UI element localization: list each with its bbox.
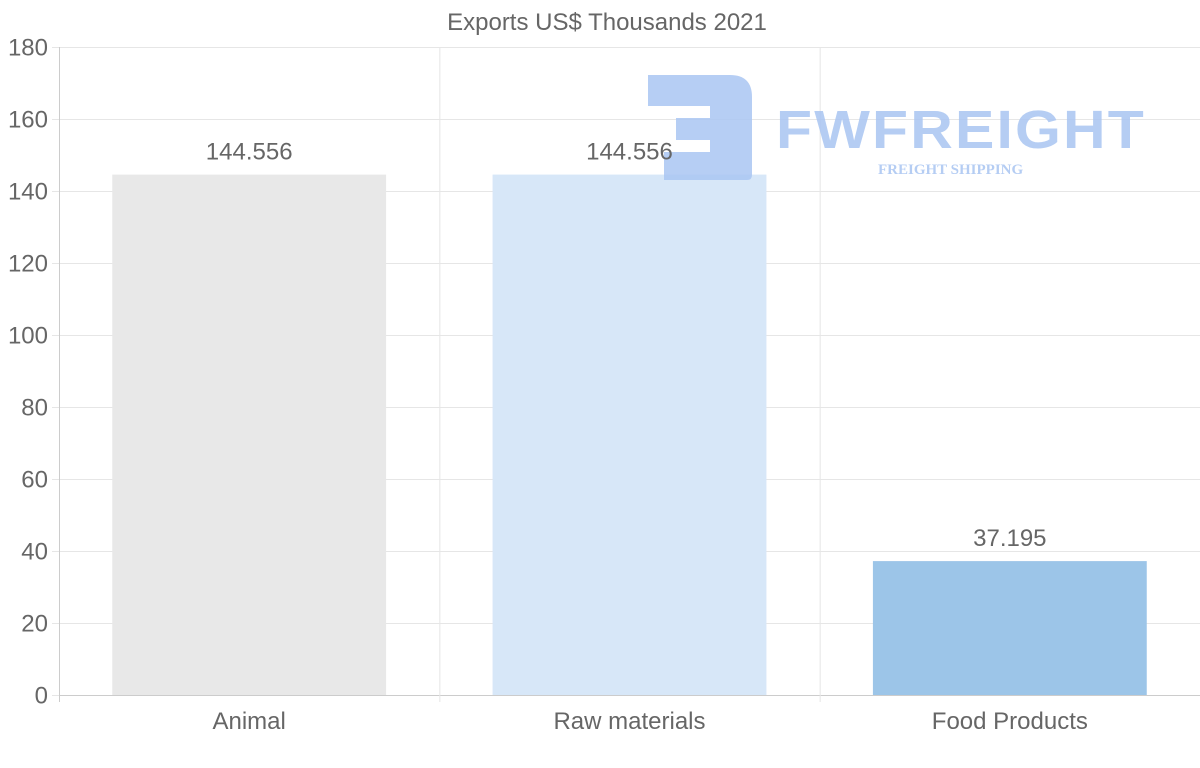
x-tick-label: Animal xyxy=(212,708,285,735)
x-tick-label: Raw materials xyxy=(553,708,705,735)
data-label: 37.195 xyxy=(973,525,1046,552)
y-tick-label: 40 xyxy=(21,539,48,566)
watermark-logo: FWFREIGHT FREIGHT SHIPPING xyxy=(648,75,1146,180)
axes: 0 20 40 60 80 100 120 140 160 180 Animal Raw materi… xyxy=(8,35,1088,736)
y-tick-label: 20 xyxy=(21,611,48,638)
bars xyxy=(112,174,1147,696)
y-tick-label: 160 xyxy=(8,107,48,134)
y-tick-label: 60 xyxy=(21,467,48,494)
bar-raw-materials xyxy=(492,174,767,696)
y-tick-label: 0 xyxy=(35,683,48,710)
chart-title: Exports US$ Thousands 2021 xyxy=(447,9,767,36)
y-tick-label: 140 xyxy=(8,179,48,206)
data-label: 144.556 xyxy=(586,139,673,166)
watermark-brand: FWFREIGHT xyxy=(776,100,1146,160)
y-tick-label: 80 xyxy=(21,395,48,422)
bar-animal xyxy=(112,174,387,696)
y-tick-label: 180 xyxy=(8,35,48,62)
value-labels: 144.556 144.556 37.195 xyxy=(206,139,1047,552)
logo-mark-icon xyxy=(648,75,752,180)
bar-food-products xyxy=(872,561,1147,695)
y-tick-label: 120 xyxy=(8,251,48,278)
x-tick-label: Food Products xyxy=(932,708,1088,735)
data-label: 144.556 xyxy=(206,139,293,166)
y-tick-label: 100 xyxy=(8,323,48,350)
watermark-tagline: FREIGHT SHIPPING xyxy=(878,162,1023,178)
